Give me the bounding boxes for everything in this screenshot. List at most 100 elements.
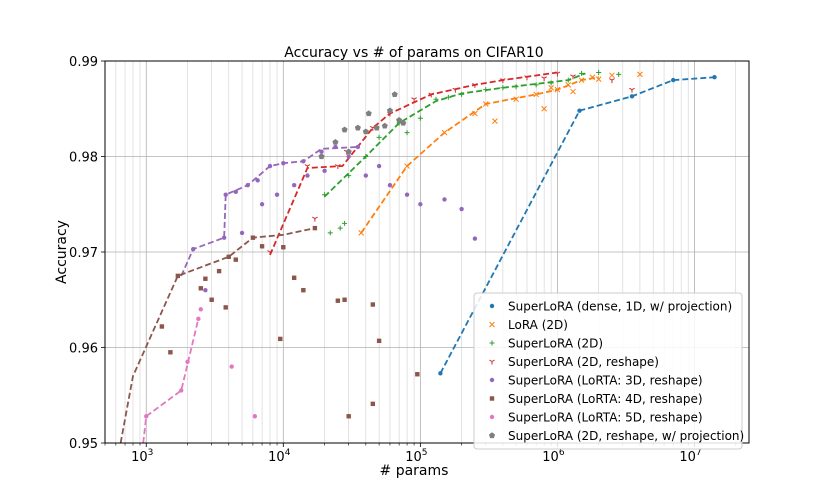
data-point — [267, 250, 273, 255]
data-point — [391, 91, 398, 98]
data-points — [144, 69, 717, 419]
data-point — [281, 245, 286, 250]
data-point — [305, 173, 310, 178]
data-point — [322, 168, 327, 174]
data-point — [541, 76, 547, 82]
y-tick-label: 0.99 — [69, 55, 98, 70]
series-4-points — [190, 144, 478, 302]
y-axis-ticks: 0.95 0.96 0.97 0.98 0.99 — [69, 55, 105, 452]
data-point — [233, 189, 238, 195]
data-point — [255, 178, 260, 183]
data-point — [472, 110, 478, 117]
data-point — [332, 138, 339, 145]
data-point — [233, 257, 238, 262]
x-axis-ticks: 103 104 105 106 107 — [104, 443, 737, 465]
data-point — [346, 414, 351, 419]
data-point — [565, 77, 571, 83]
data-point — [335, 298, 341, 303]
data-point — [175, 273, 181, 279]
frontier-line-series-5 — [119, 227, 316, 444]
data-point — [168, 350, 173, 355]
legend-label: SuperLoRA (LoRTA: 4D, reshape) — [508, 392, 703, 406]
data-point — [267, 163, 273, 169]
data-point — [513, 96, 520, 103]
data-point — [629, 87, 635, 93]
data-point — [415, 372, 420, 377]
data-point — [363, 173, 369, 178]
data-point — [198, 286, 203, 291]
data-point — [554, 71, 561, 77]
data-point — [223, 192, 228, 197]
data-point — [482, 101, 489, 107]
data-point — [570, 74, 576, 80]
data-point — [386, 107, 393, 114]
legend-label: SuperLoRA (LoRTA: 5D, reshape) — [508, 411, 703, 425]
data-point — [637, 71, 643, 78]
data-point — [291, 275, 297, 280]
data-point — [363, 154, 369, 159]
data-point — [404, 192, 410, 197]
data-point — [616, 71, 622, 77]
legend-box — [473, 292, 743, 450]
data-point — [589, 74, 596, 81]
data-point — [712, 75, 717, 80]
series-6-points — [144, 307, 258, 419]
frontier-line-series-4 — [180, 146, 358, 277]
data-point — [370, 401, 376, 407]
data-point — [345, 148, 352, 155]
legend-marker — [489, 396, 495, 401]
data-point — [209, 297, 214, 302]
data-point — [203, 276, 208, 281]
data-point — [404, 163, 410, 169]
data-point — [322, 192, 328, 198]
data-point — [459, 91, 465, 97]
data-point — [595, 76, 602, 82]
data-point — [281, 160, 286, 166]
data-point — [223, 305, 228, 310]
data-point — [365, 110, 372, 117]
data-point — [577, 108, 582, 113]
legend-label: SuperLoRA (2D, reshape) — [508, 355, 659, 369]
data-point — [524, 75, 530, 81]
chart-title: Accuracy vs # of params on CIFAR10 — [284, 45, 543, 61]
data-point — [341, 126, 348, 133]
data-point — [533, 82, 539, 88]
data-point — [452, 87, 459, 93]
data-point — [327, 230, 333, 236]
data-point — [411, 97, 417, 103]
data-point — [342, 297, 347, 302]
data-point — [500, 85, 506, 91]
data-point — [609, 78, 615, 84]
data-point — [346, 173, 352, 179]
data-point — [472, 236, 478, 241]
series-1-points — [358, 71, 643, 236]
data-point — [342, 220, 348, 226]
y-tick-label: 0.97 — [69, 246, 98, 261]
data-point — [492, 118, 498, 125]
data-point — [376, 163, 382, 169]
data-point — [312, 216, 318, 222]
legend-marker — [489, 377, 495, 383]
data-point — [472, 82, 478, 88]
data-point — [376, 134, 382, 140]
data-point — [433, 96, 439, 102]
data-point — [354, 124, 361, 131]
y-tick-label: 0.96 — [69, 342, 98, 357]
data-point — [196, 316, 201, 322]
series-2-points — [322, 69, 622, 236]
data-point — [159, 324, 165, 329]
data-point — [459, 206, 464, 212]
legend-label: LoRA (2D) — [508, 318, 568, 332]
data-point — [441, 129, 448, 136]
y-tick-label: 0.95 — [69, 437, 98, 452]
legend-marker — [489, 359, 495, 365]
data-point — [358, 230, 365, 236]
data-point — [373, 124, 380, 131]
data-point — [185, 359, 190, 365]
data-point — [274, 192, 280, 197]
data-point — [312, 225, 318, 231]
data-point — [579, 70, 585, 76]
data-point — [203, 288, 208, 293]
data-point — [387, 182, 393, 188]
data-point — [541, 105, 547, 112]
